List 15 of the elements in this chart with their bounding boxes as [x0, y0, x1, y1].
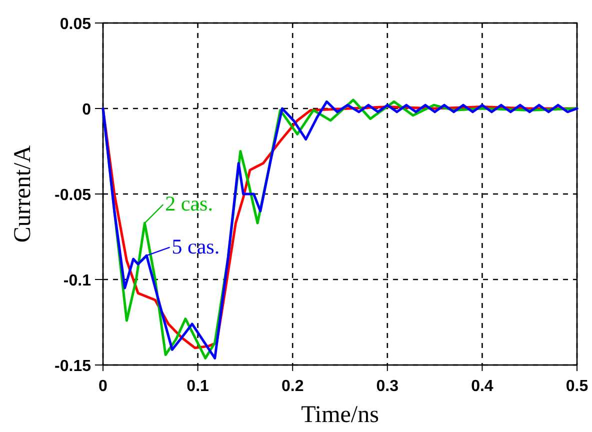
y-tick-label: -0.1 [63, 272, 92, 290]
x-tick-label: 0.3 [376, 378, 399, 395]
x-tick-label: 0.4 [471, 378, 494, 395]
x-tick-label: 0.1 [186, 378, 210, 395]
x-tick-label: 0.2 [281, 378, 304, 395]
y-tick-label: 0.05 [60, 16, 92, 33]
x-axis-title: Time/ns [301, 402, 379, 428]
y-axis-title: Current/A [10, 144, 36, 243]
y-tick-label: -0.05 [54, 187, 92, 204]
x-tick-label: 0.5 [566, 378, 588, 395]
legend-label: 2 cas. [165, 192, 213, 216]
x-tick-label: 0 [98, 378, 108, 395]
y-tick-label: -0.15 [54, 358, 92, 375]
y-tick-label: 0 [82, 102, 92, 118]
legend-label: 5 cas. [172, 234, 220, 258]
